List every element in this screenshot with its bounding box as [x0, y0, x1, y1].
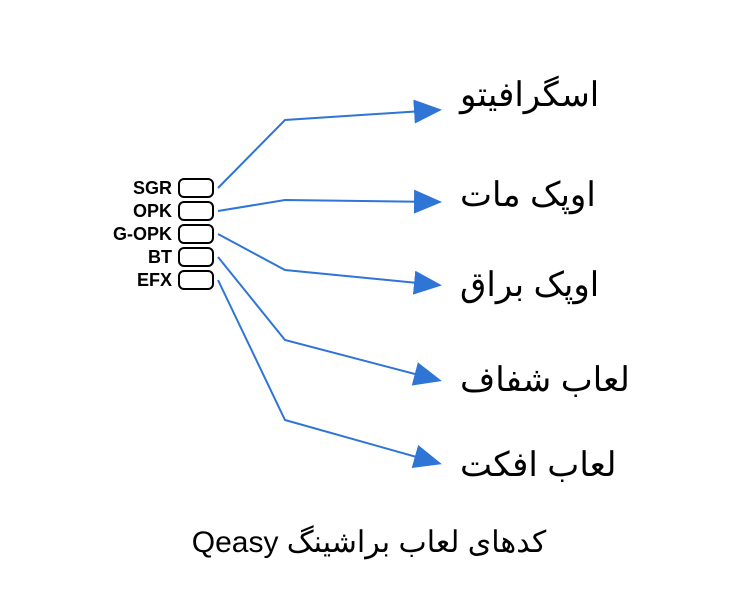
code-box: [178, 247, 214, 267]
description-label: اوپک براق: [460, 265, 599, 305]
description-label: اوپک مات: [460, 175, 596, 215]
arrows-group: [218, 110, 438, 463]
description-label: لعاب شفاف: [460, 360, 630, 400]
code-label: EFX: [0, 270, 172, 291]
arrow-line: [218, 234, 438, 285]
description-label: اسگرافیتو: [460, 75, 599, 115]
code-box: [178, 178, 214, 198]
diagram-svg: [0, 0, 738, 607]
arrow-line: [218, 257, 438, 380]
code-label: BT: [0, 247, 172, 268]
arrow-line: [218, 110, 438, 188]
code-label: SGR: [0, 178, 172, 199]
code-box: [178, 270, 214, 290]
description-label: لعاب افکت: [460, 445, 616, 485]
code-label: G-OPK: [0, 224, 172, 245]
code-label: OPK: [0, 201, 172, 222]
code-box: [178, 224, 214, 244]
diagram-caption: کدهای لعاب براشینگ Qeasy: [0, 525, 738, 560]
arrow-line: [218, 200, 438, 211]
code-box: [178, 201, 214, 221]
